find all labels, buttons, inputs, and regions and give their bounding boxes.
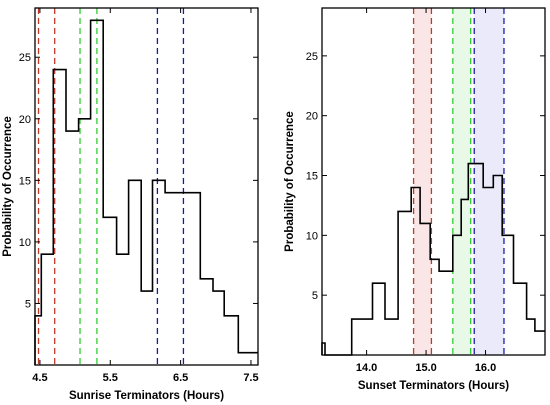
sunrise-ytick-label-4: 25 — [19, 52, 31, 64]
sunset-band-0 — [413, 8, 432, 355]
sunset-band-2 — [474, 8, 504, 355]
sunset-xtick-label-2: 16.0 — [475, 362, 496, 374]
sunset-ytick-label-4: 25 — [306, 51, 318, 63]
sunset-x-axis-label: Sunset Terminators (Hours) — [358, 380, 509, 392]
sunset-ytick-label-0: 5 — [312, 290, 318, 302]
sunset-ytick-label-2: 15 — [306, 171, 318, 183]
sunrise-ytick-label-2: 15 — [19, 175, 31, 187]
sunset-histogram-step — [321, 162, 545, 356]
sunrise-xtick-label-2: 6.5 — [173, 372, 188, 384]
sunset-plot-frame — [321, 7, 546, 356]
sunrise-ytick-label-0: 5 — [25, 298, 31, 310]
sunset-band-1 — [452, 8, 471, 355]
sunrise-x-axis-label: Sunrise Terminators (Hours) — [69, 390, 224, 402]
sunset-y-axis-label: Probability of Occurrence — [284, 111, 296, 252]
sunset-xtick-label-0: 14.0 — [356, 362, 377, 374]
sunrise-ytick-label-3: 20 — [19, 114, 31, 126]
sunrise-xtick-label-0: 4.5 — [32, 372, 47, 384]
sunrise-ytick-label-1: 10 — [19, 237, 31, 249]
sunset-panel: 5 10 15 20 25 14.0 15.0 16.0 Sunset Terminators … — [284, 7, 546, 392]
sunset-ytick-label-1: 10 — [306, 230, 318, 242]
sunrise-xtick-label-1: 5.5 — [103, 372, 118, 384]
sunrise-plot-frame — [34, 7, 259, 366]
sunset-xtick-label-1: 15.0 — [415, 362, 436, 374]
sunrise-y-axis-label: Probability of Occurrence — [2, 116, 14, 257]
sunrise-panel: 5 10 15 20 25 4.5 5.5 6.5 7.5 Sunrise Terminators… — [2, 7, 259, 402]
sunset-ytick-label-3: 20 — [306, 111, 318, 123]
sunrise-histogram-step — [34, 19, 258, 365]
sunrise-xtick-label-3: 7.5 — [243, 372, 258, 384]
